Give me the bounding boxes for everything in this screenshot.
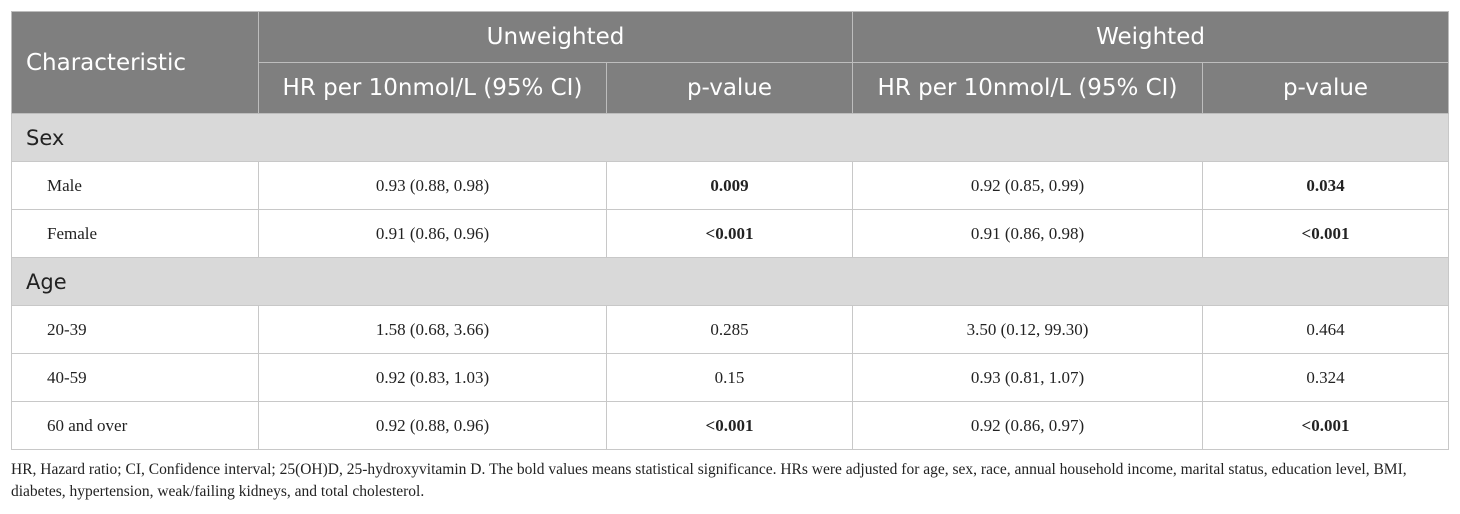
weighted-hr-cell: 0.92 (0.86, 0.97) (852, 401, 1203, 450)
unweighted-hr-cell: 0.92 (0.83, 1.03) (258, 353, 607, 402)
header-weighted-hr: HR per 10nmol/L (95% CI) (852, 62, 1203, 114)
header-characteristic: Characteristic (11, 11, 259, 114)
unweighted-p-cell: <0.001 (606, 209, 853, 258)
weighted-hr-cell: 0.91 (0.86, 0.98) (852, 209, 1203, 258)
header-weighted: Weighted (851, 11, 1450, 63)
table-row: Male 0.93 (0.88, 0.98) 0.009 0.92 (0.85,… (11, 161, 1450, 210)
unweighted-hr-cell: 0.91 (0.86, 0.96) (258, 209, 607, 258)
unweighted-hr-cell: 1.58 (0.68, 3.66) (258, 305, 607, 354)
header-unweighted-p: p-value (606, 62, 853, 114)
header-weighted-p: p-value (1201, 62, 1450, 114)
weighted-p-cell: 0.034 (1201, 161, 1450, 210)
hazard-ratio-table: Characteristic Unweighted Weighted HR pe… (10, 11, 1450, 450)
table-footnote: HR, Hazard ratio; CI, Confidence interva… (11, 461, 1407, 500)
table-row: 40-59 0.92 (0.83, 1.03) 0.15 0.93 (0.81,… (11, 353, 1450, 402)
unweighted-p-cell: 0.15 (606, 353, 853, 402)
unweighted-hr-cell: 0.93 (0.88, 0.98) (258, 161, 607, 210)
header-row-2: HR per 10nmol/L (95% CI) p-value HR per … (12, 62, 1450, 114)
unweighted-p-cell: 0.009 (606, 161, 853, 210)
row-label: Female (11, 209, 259, 258)
header-unweighted: Unweighted (258, 11, 853, 63)
table-row: 60 and over 0.92 (0.88, 0.96) <0.001 0.9… (11, 401, 1450, 450)
weighted-p-cell: <0.001 (1201, 209, 1450, 258)
unweighted-p-cell: 0.285 (606, 305, 853, 354)
table-row: Female 0.91 (0.86, 0.96) <0.001 0.91 (0.… (11, 209, 1450, 258)
row-label: 20-39 (11, 305, 259, 354)
group-row-sex: Sex (10, 113, 1450, 162)
row-label: 40-59 (11, 353, 259, 402)
row-label: Male (11, 161, 259, 210)
weighted-p-cell: 0.324 (1201, 353, 1450, 402)
unweighted-hr-cell: 0.92 (0.88, 0.96) (258, 401, 607, 450)
group-row-age: Age (10, 257, 1450, 306)
row-label: 60 and over (11, 401, 259, 450)
weighted-hr-cell: 0.93 (0.81, 1.07) (852, 353, 1203, 402)
weighted-hr-cell: 0.92 (0.85, 0.99) (852, 161, 1203, 210)
weighted-hr-cell: 3.50 (0.12, 99.30) (852, 305, 1203, 354)
weighted-p-cell: <0.001 (1201, 401, 1450, 450)
unweighted-p-cell: <0.001 (606, 401, 853, 450)
results-table-container: Characteristic Unweighted Weighted HR pe… (10, 11, 1450, 450)
table-row: 20-39 1.58 (0.68, 3.66) 0.285 3.50 (0.12… (11, 305, 1450, 354)
weighted-p-cell: 0.464 (1201, 305, 1450, 354)
header-unweighted-hr: HR per 10nmol/L (95% CI) (258, 62, 607, 114)
group-label: Sex (10, 113, 1450, 162)
header-row-1: Characteristic Unweighted Weighted (11, 11, 1450, 114)
group-label: Age (10, 257, 1450, 306)
